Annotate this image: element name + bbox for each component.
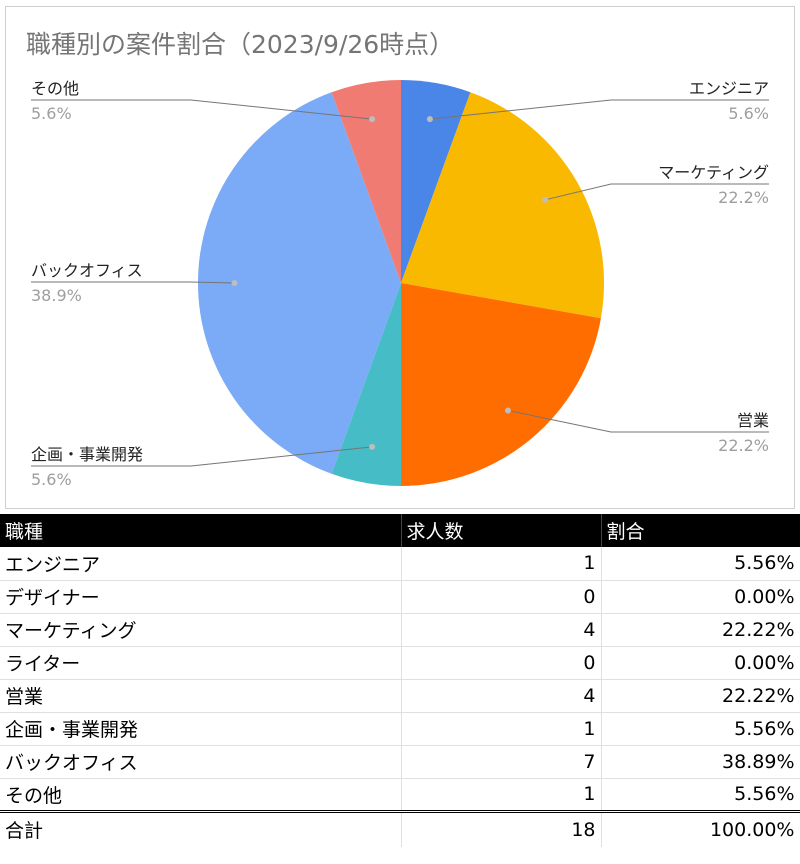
cell-count: 1	[401, 547, 602, 581]
cell-job-type: ライター	[0, 646, 402, 680]
leader-dot	[542, 196, 549, 203]
cell-job-type: マーケティング	[0, 613, 402, 647]
header-job-type: 職種	[0, 514, 402, 547]
table-row: その他 1 5.56%	[0, 778, 800, 812]
cell-job-type: バックオフィス	[0, 745, 402, 779]
cell-ratio: 5.56%	[601, 778, 800, 812]
slice-label: マーケティング	[658, 163, 769, 182]
cell-job-type: 企画・事業開発	[0, 712, 402, 746]
cell-count: 1	[401, 712, 602, 746]
pie-chart: 職種別の案件割合（2023/9/26時点） エンジニア 5.6% マーケティング 22…	[26, 30, 769, 489]
cell-count: 4	[401, 679, 602, 713]
cell-ratio: 22.22%	[601, 679, 800, 713]
chart-title: 職種別の案件割合（2023/9/26時点）	[26, 30, 454, 59]
leader-line	[31, 446, 373, 467]
pie-slice	[401, 80, 471, 283]
cell-ratio: 5.56%	[601, 547, 800, 581]
table-row: バックオフィス 7 38.89%	[0, 745, 800, 779]
table-row: マーケティング 4 22.22%	[0, 613, 800, 647]
pie-slice	[401, 283, 601, 486]
slice-label: エンジニア	[689, 79, 769, 98]
leader-line	[429, 99, 769, 120]
cell-ratio: 0.00%	[601, 646, 800, 680]
cell-count: 0	[401, 580, 602, 614]
cell-ratio: 0.00%	[601, 580, 800, 614]
total-label: 合計	[0, 809, 402, 847]
data-table: 職種 求人数 割合 エンジニア 1 5.56% デザイナー 0 0.00% マーケティング 4…	[0, 514, 800, 847]
table-row: ライター 0 0.00%	[0, 646, 800, 680]
pie-slice	[331, 80, 401, 283]
header-ratio: 割合	[601, 514, 800, 547]
leader-dot	[505, 407, 511, 414]
table-row: 企画・事業開発 1 5.56%	[0, 712, 800, 746]
slice-percent-label: 38.9%	[31, 286, 82, 305]
cell-job-type: 営業	[0, 679, 402, 713]
pie-slice	[331, 283, 401, 486]
slice-percent-label: 5.6%	[728, 104, 769, 123]
leader-line	[31, 281, 235, 284]
total-count: 18	[401, 809, 602, 847]
cell-count: 1	[401, 778, 602, 812]
table-row: エンジニア 1 5.56%	[0, 547, 800, 581]
slice-label: 企画・事業開発	[31, 445, 143, 464]
slice-percent-label: 22.2%	[718, 436, 769, 455]
leader-line	[31, 99, 373, 120]
slice-label: バックオフィス	[31, 261, 143, 280]
slice-percent-label: 22.2%	[718, 188, 769, 207]
cell-ratio: 38.89%	[601, 745, 800, 779]
cell-job-type: その他	[0, 778, 402, 812]
cell-count: 7	[401, 745, 602, 779]
leader-dot	[369, 116, 376, 123]
slice-percent-label: 5.6%	[31, 470, 72, 489]
table-total-row: 合計 18 100.00%	[0, 809, 800, 847]
table-header-row: 職種 求人数 割合	[0, 514, 800, 547]
cell-ratio: 5.56%	[601, 712, 800, 746]
cell-count: 4	[401, 613, 602, 647]
pie-slice	[197, 92, 401, 474]
leader-dot	[231, 280, 238, 286]
cell-job-type: デザイナー	[0, 580, 402, 614]
leader-line	[507, 410, 769, 433]
table-row: 営業 4 22.22%	[0, 679, 800, 713]
cell-job-type: エンジニア	[0, 547, 402, 581]
slice-percent-label: 5.6%	[31, 104, 72, 123]
slice-label: その他	[31, 79, 79, 98]
slice-label: 営業	[737, 411, 769, 430]
pie-slice	[401, 92, 605, 319]
leader-dot	[426, 116, 433, 123]
chart-frame: 職種別の案件割合（2023/9/26時点） エンジニア 5.6% マーケティング 22…	[5, 6, 795, 509]
leader-dot	[369, 443, 376, 450]
total-ratio: 100.00%	[601, 809, 800, 847]
leader-line	[545, 183, 769, 201]
cell-ratio: 22.22%	[601, 613, 800, 647]
header-count: 求人数	[401, 514, 602, 547]
table-row: デザイナー 0 0.00%	[0, 580, 800, 614]
cell-count: 0	[401, 646, 602, 680]
